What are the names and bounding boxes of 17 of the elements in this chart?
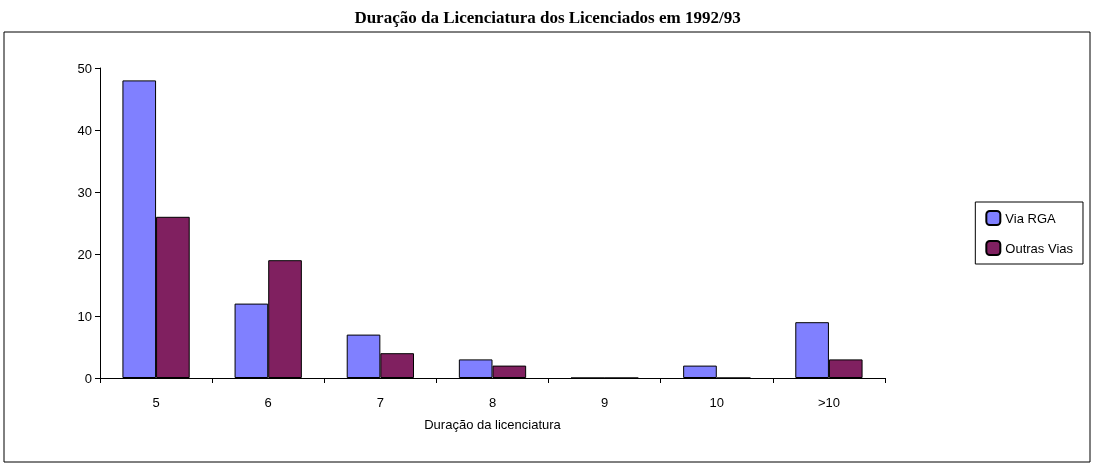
y-tick-label: 40 — [77, 122, 92, 138]
x-tick-label: >10 — [817, 395, 840, 410]
x-tick-label: 9 — [601, 395, 609, 410]
x-tick-label: 6 — [264, 395, 272, 410]
x-tick-label: 7 — [376, 395, 384, 410]
y-tick-label: 50 — [77, 60, 92, 76]
x-tick-label: 8 — [488, 395, 497, 410]
x-tick-label: 10 — [709, 395, 725, 410]
x-axis-title: Duração da licenciatura — [424, 417, 562, 432]
y-tick-label: 0 — [84, 370, 92, 386]
y-tick-label: 30 — [77, 184, 92, 200]
y-tick-label: 20 — [77, 246, 92, 262]
legend-label: Outras Vias — [1005, 240, 1074, 256]
x-tick-label: 5 — [152, 395, 160, 410]
y-tick-label: 10 — [77, 308, 92, 324]
chart-title: Duração da Licenciatura dos Licenciados em 1992/93 — [354, 8, 741, 27]
legend-label: Via RGA — [1005, 210, 1056, 226]
